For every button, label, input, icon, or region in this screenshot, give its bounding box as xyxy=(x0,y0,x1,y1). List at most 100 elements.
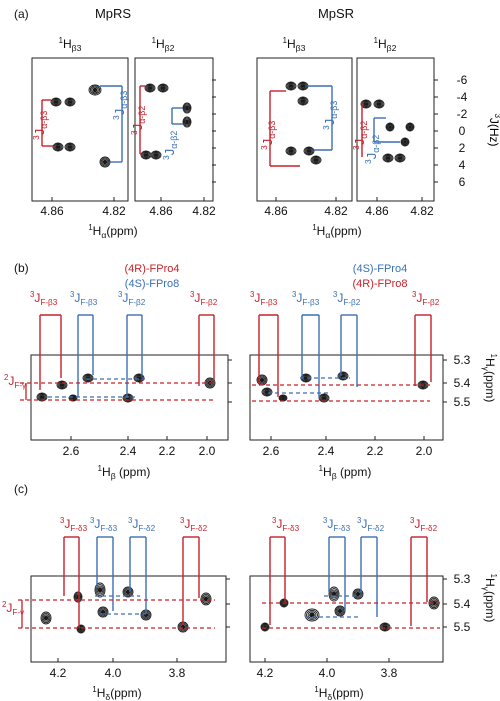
cross-peak xyxy=(297,81,309,91)
spectrum-box-b-right xyxy=(249,354,444,441)
cross-peak xyxy=(337,371,349,381)
y-tick-label: 6 xyxy=(459,175,466,189)
x-axis-label: 1Hβ (ppm) xyxy=(98,464,151,481)
y-tick-label: 5.5 xyxy=(454,395,471,409)
cross-peak xyxy=(50,97,62,107)
x-tick-label: 4.82 xyxy=(410,204,434,218)
cross-peak xyxy=(385,122,395,132)
coupling-label: 3JF-δ3 xyxy=(272,516,300,533)
x-tick-label: 2.0 xyxy=(199,444,216,458)
coupling-label: 3JF-δ3 xyxy=(60,516,88,533)
cross-peak xyxy=(76,624,86,634)
cross-peak xyxy=(352,588,364,600)
panel-label-a: (a) xyxy=(14,7,29,21)
coupling-label: 3Jα-β2 xyxy=(129,106,147,135)
spectrum-box-a2 xyxy=(134,57,214,202)
cross-peak xyxy=(36,392,48,402)
x-tick-label: 4.82 xyxy=(102,204,126,218)
coupling-label: 3JF-β3 xyxy=(70,290,98,307)
coupling-label: 3Jα-β3 xyxy=(259,121,277,150)
cross-peak xyxy=(382,153,394,163)
cross-peak xyxy=(297,96,309,106)
spectrum-box-c-right xyxy=(249,575,444,663)
spectrum-box-a4 xyxy=(356,57,435,202)
col-title-b2: 1Hβ2 xyxy=(152,36,175,53)
coupling-label: 3JF-δ3 xyxy=(323,516,351,533)
x-tick-label: 2.4 xyxy=(120,444,137,458)
y-tick-label: 5.3 xyxy=(454,572,471,586)
cross-peak xyxy=(40,611,52,625)
legend-item: (4R)-FPro8 xyxy=(352,278,407,290)
cross-peak xyxy=(379,622,391,632)
coupling-label: 3JF-δ2 xyxy=(128,516,156,533)
y-tick-label: 5.4 xyxy=(454,597,471,611)
cross-peak xyxy=(94,582,106,598)
cross-peak xyxy=(394,153,406,163)
y-axis-label: 3J(Hz) xyxy=(487,113,500,146)
coupling-label: 3Jα-β3 xyxy=(111,91,129,120)
coupling-label: 3Jα-β2 xyxy=(351,121,369,150)
x-tick-label: 2.4 xyxy=(318,444,335,458)
cross-peak xyxy=(99,156,111,168)
cross-peak xyxy=(64,142,76,152)
coupling-label: 3JF-δ2 xyxy=(410,516,438,533)
cross-peak xyxy=(260,622,270,632)
x-axis-label: 1Hδ(ppm) xyxy=(92,685,141,701)
x-tick-label: 4.86 xyxy=(149,204,173,218)
y-tick-label: 5.5 xyxy=(454,620,471,634)
cross-peak xyxy=(122,393,134,403)
coupling-label: 2JF-γ xyxy=(2,600,25,617)
y-tick-label: 2 xyxy=(459,141,466,155)
x-tick-label: 4.0 xyxy=(319,666,336,680)
coupling-label: 3Jα-β3 xyxy=(31,111,49,140)
panel-label-b: (b) xyxy=(14,261,29,275)
x-axis-label: 1Hα(ppm) xyxy=(88,223,137,240)
coupling-label: 3JF-β3 xyxy=(250,290,278,307)
cross-peak xyxy=(122,586,134,598)
y-axis-label: 1Hγ(ppm) xyxy=(481,574,498,623)
cross-peak xyxy=(133,373,145,383)
coupling-label: 3JF-β2 xyxy=(333,290,361,307)
x-tick-label: 4.2 xyxy=(257,666,274,680)
coupling-label: 3JF-β3 xyxy=(30,290,58,307)
x-axis-label: 1Hδ(ppm) xyxy=(314,685,363,701)
coupling-label: 3JF-δ3 xyxy=(90,516,118,533)
x-tick-label: 2.6 xyxy=(63,444,80,458)
coupling-label: 2JF-γ xyxy=(4,373,27,390)
x-tick-label: 3.8 xyxy=(169,666,186,680)
cross-peak xyxy=(278,394,288,402)
x-tick-label: 3.8 xyxy=(381,666,398,680)
col-title-b3: 1Hβ3 xyxy=(59,36,82,53)
x-tick-label: 4.2 xyxy=(50,666,67,680)
col-title-b2: 1Hβ2 xyxy=(374,36,397,53)
y-tick-label: 0 xyxy=(459,124,466,138)
coupling-label: 3JF-δ2 xyxy=(180,516,208,533)
coupling-label: 3Jα-β2 xyxy=(161,131,179,160)
cross-peak xyxy=(150,150,162,160)
coupling-label: 3JF-β2 xyxy=(412,290,440,307)
x-tick-label: 2.0 xyxy=(416,444,433,458)
cross-peak xyxy=(360,99,372,109)
cross-peak xyxy=(88,84,102,96)
y-tick-label: 5.3 xyxy=(454,353,471,367)
coupling-label: 3Jα-β3 xyxy=(321,101,339,130)
x-tick-label: 4.86 xyxy=(365,204,389,218)
cross-peak xyxy=(405,122,415,132)
x-tick-label: 2.6 xyxy=(263,444,280,458)
cross-peak xyxy=(64,97,76,107)
col-title-b3: 1Hβ3 xyxy=(283,36,306,53)
y-tick-label: -2 xyxy=(457,107,468,121)
coupling-label: 3JF-β3 xyxy=(292,290,320,307)
cross-peak xyxy=(304,608,320,622)
spectrum-box-a3 xyxy=(256,57,353,202)
x-tick-label: 4.86 xyxy=(264,204,288,218)
legend-item: (4S)-FPro4 xyxy=(353,263,407,275)
x-tick-label: 4.0 xyxy=(105,666,122,680)
panel-label-c: (c) xyxy=(14,482,28,496)
x-tick-label: 4.82 xyxy=(192,204,216,218)
coupling-label: 3Jα-β2 xyxy=(363,135,381,164)
cross-peak xyxy=(373,99,385,109)
cross-peak xyxy=(97,606,109,618)
coupling-label: 3JF-δ2 xyxy=(357,516,385,533)
